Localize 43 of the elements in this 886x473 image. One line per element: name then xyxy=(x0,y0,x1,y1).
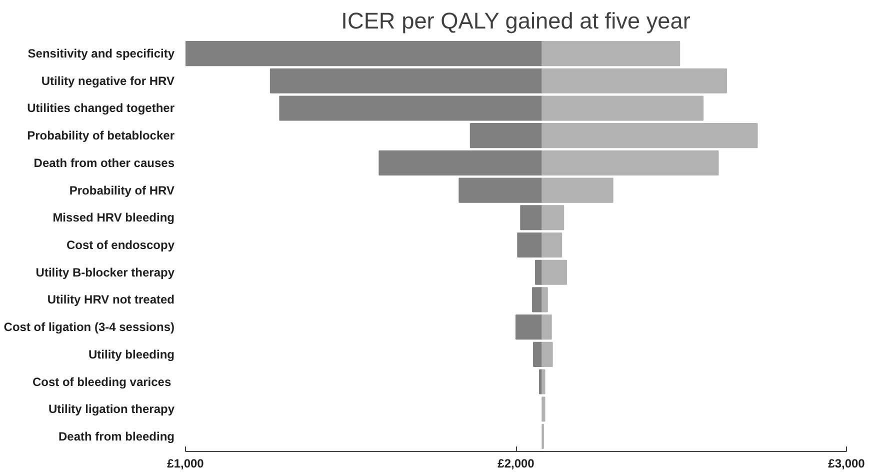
bar xyxy=(542,68,728,94)
y-tick-label: Death from other causes xyxy=(34,156,175,170)
bar xyxy=(542,314,552,340)
y-tick-label: Probability of HRV xyxy=(69,183,174,198)
y-tick-label: Missed HRV bleeding xyxy=(52,210,175,225)
y-tick-label: Death from bleeding xyxy=(58,429,175,444)
bar xyxy=(279,96,543,121)
y-tick-label: Cost of ligation (3-4 sessions) xyxy=(4,320,175,334)
bar xyxy=(542,287,548,312)
bar xyxy=(542,178,614,203)
y-tick-label: Utility HRV not treated xyxy=(47,292,174,307)
bar xyxy=(542,342,553,367)
y-tick-label: Utilities changed together xyxy=(27,101,175,116)
y-tick-label: Cost of endoscopy xyxy=(66,238,175,252)
y-tick-label: Utility B-blocker therapy xyxy=(36,265,175,280)
bar xyxy=(517,232,543,258)
bar xyxy=(186,41,543,66)
bar xyxy=(542,205,564,230)
bar xyxy=(542,232,562,258)
x-tick-label: £1,000 xyxy=(167,456,204,470)
bar xyxy=(542,41,680,66)
y-tick-label: Utility negative for HRV xyxy=(41,74,175,88)
x-tick-label: £3,000 xyxy=(828,456,866,470)
y-tick-label: Sensitivity and specificity xyxy=(28,46,175,61)
y-tick-label: Probability of betablocker xyxy=(27,128,175,143)
bar xyxy=(470,123,543,148)
bar xyxy=(378,150,543,176)
bar xyxy=(542,123,758,148)
bar xyxy=(458,178,543,203)
bar xyxy=(542,396,546,422)
bar xyxy=(516,314,543,340)
bar xyxy=(542,96,704,121)
y-tick-label: Utility ligation therapy xyxy=(48,402,175,416)
x-tick-label: £2,000 xyxy=(498,456,535,470)
bar xyxy=(270,68,543,94)
bar xyxy=(532,287,543,312)
bar xyxy=(520,205,543,230)
y-tick-label: Cost of bleeding varices xyxy=(32,374,172,389)
bar xyxy=(542,150,719,176)
bar xyxy=(542,260,568,285)
y-tick-label: Utility bleeding xyxy=(88,347,175,362)
chart-title: ICER per QALY gained at five year xyxy=(341,8,691,34)
bar xyxy=(542,369,546,394)
